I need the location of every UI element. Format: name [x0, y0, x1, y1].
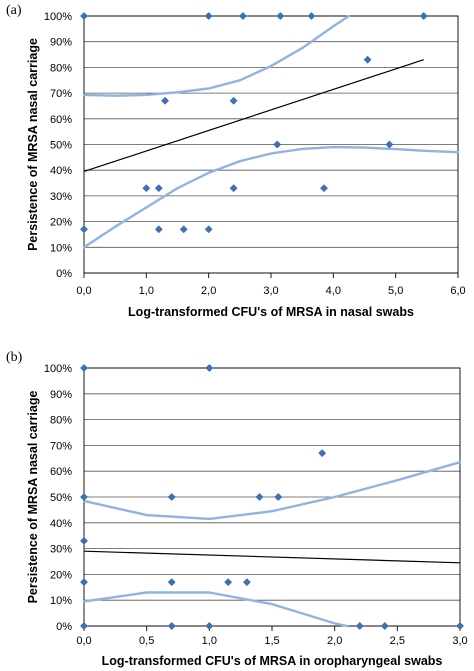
x-tick-label: 6,0: [450, 285, 465, 297]
upper-confidence-curve: [82, 461, 462, 521]
x-tick-label: 0,0: [76, 635, 91, 647]
y-tick-label: 70%: [50, 440, 72, 452]
y-tick-label: 50%: [50, 492, 72, 504]
x-tick-label: 0,0: [76, 285, 91, 297]
x-tick-label: 3,0: [452, 635, 467, 647]
upper-confidence-curve: [82, 14, 351, 97]
data-point: [273, 140, 282, 149]
panel-label: (b): [6, 350, 23, 365]
data-point: [224, 578, 233, 587]
data-point: [80, 536, 88, 545]
data-point: [419, 12, 428, 20]
data-point: [204, 12, 213, 20]
data-point: [229, 96, 238, 105]
data-point: [363, 55, 372, 64]
y-tick-label: 100%: [44, 363, 72, 375]
y-tick-label: 90%: [50, 389, 72, 401]
y-axis-label: Persistence of MRSA nasal carriage: [26, 391, 40, 604]
y-tick-label: 30%: [50, 544, 72, 556]
x-axis-label: Log-transformed CFU's of MRSA in orophar…: [102, 654, 443, 668]
y-tick-label: 10%: [50, 595, 72, 607]
y-tick-label: 60%: [50, 466, 72, 478]
data-point: [154, 225, 163, 234]
y-tick-label: 50%: [50, 140, 72, 152]
data-point: [161, 96, 169, 105]
x-tick-label: 0,5: [139, 635, 154, 647]
y-tick-label: 70%: [50, 88, 72, 100]
data-point: [80, 493, 88, 501]
data-point: [242, 578, 251, 587]
y-tick-label: 0%: [56, 268, 72, 280]
data-point: [205, 622, 214, 630]
y-tick-label: 60%: [50, 114, 72, 126]
x-tick-label: 5,0: [388, 285, 403, 297]
panel-label: (a): [6, 3, 22, 18]
y-tick-label: 30%: [50, 191, 72, 203]
data-point: [318, 449, 327, 458]
x-tick-label: 2,0: [327, 635, 342, 647]
y-tick-label: 40%: [50, 518, 72, 530]
chart-panel-a: (a) 0% 10% 20% 30% 40% 50% 60% 70% 80% 90% 100% 0,0 1…: [6, 3, 466, 319]
data-point: [380, 622, 389, 630]
y-tick-label: 10%: [50, 242, 72, 254]
data-point: [320, 184, 328, 193]
data-point: [179, 225, 188, 234]
data-point: [167, 493, 176, 501]
data-point: [456, 622, 464, 630]
y-tick-label: 100%: [44, 11, 72, 23]
data-point: [276, 12, 285, 20]
data-point: [238, 12, 247, 20]
x-tick-label: 2,5: [390, 635, 405, 647]
y-tick-label: 90%: [50, 37, 72, 49]
x-tick-label: 2,0: [201, 285, 216, 297]
y-axis-label: Persistence of MRSA nasal carriage: [26, 38, 40, 251]
y-tick-label: 20%: [50, 569, 72, 581]
data-point: [355, 622, 364, 630]
y-tick-label: 0%: [56, 621, 72, 633]
data-point: [205, 364, 214, 372]
trend-line: [83, 59, 424, 173]
x-axis-label: Log-transformed CFU's of MRSA in nasal s…: [128, 305, 414, 319]
x-tick-label: 1,0: [202, 635, 217, 647]
data-point: [80, 225, 88, 234]
data-point: [80, 364, 88, 372]
data-point: [167, 578, 176, 587]
lower-confidence-curve: [82, 145, 460, 249]
y-tick-label: 80%: [50, 62, 72, 74]
data-point: [154, 184, 163, 193]
y-tick-label: 40%: [50, 165, 72, 177]
x-tick-label: 4,0: [326, 285, 341, 297]
data-point: [80, 622, 88, 630]
x-tick-label: 1,0: [139, 285, 154, 297]
data-point: [385, 140, 394, 149]
lower-confidence-curve: [82, 591, 349, 628]
x-tick-label: 3,0: [263, 285, 278, 297]
x-tick-label: 1,5: [264, 635, 279, 647]
y-tick-label: 20%: [50, 217, 72, 229]
data-point: [274, 493, 283, 501]
data-point: [80, 12, 88, 20]
data-point: [80, 578, 88, 587]
trend-line: [83, 550, 461, 564]
data-point: [229, 184, 238, 193]
data-point: [307, 12, 316, 20]
data-point: [142, 184, 151, 193]
data-point: [204, 225, 213, 234]
y-tick-label: 80%: [50, 415, 72, 427]
chart-panel-b: (b) 0% 10% 20% 30% 40% 50% 60% 70% 80% 90% 100% 0,0 0…: [6, 350, 468, 668]
data-point: [255, 493, 264, 501]
data-point: [167, 622, 176, 630]
